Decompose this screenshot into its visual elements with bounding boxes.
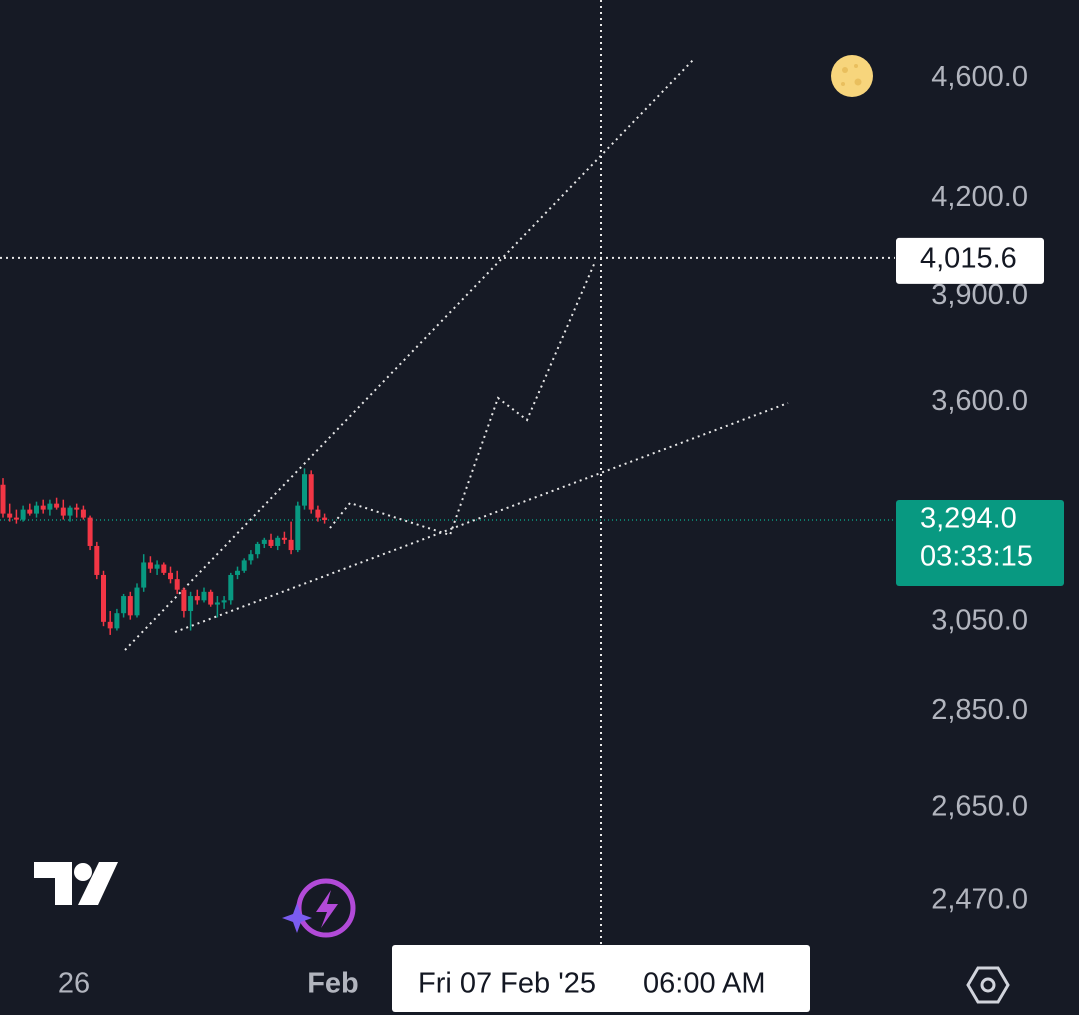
candle-body: [235, 570, 240, 575]
x-tick-label: 26: [58, 968, 90, 1000]
candle-body: [181, 589, 187, 612]
y-tick-label: 2,470.0: [931, 884, 1028, 916]
lightning-icon: [282, 878, 356, 938]
y-tick-label: 4,200.0: [931, 181, 1028, 213]
candle-body: [161, 564, 167, 573]
candle-body: [154, 564, 160, 569]
candle-body: [7, 513, 13, 518]
candle-body: [302, 474, 307, 506]
candle-body: [281, 537, 287, 540]
candle-body: [127, 596, 133, 616]
candle-body: [221, 600, 227, 603]
candle-body: [275, 537, 281, 546]
crosshair-price-box: [896, 237, 1044, 284]
candle-body: [168, 572, 173, 580]
candle-body: [241, 560, 247, 571]
candle-body: [322, 517, 328, 521]
trend-line: [124, 59, 694, 651]
candle-body: [87, 517, 93, 546]
candle-body: [147, 562, 153, 569]
candle-body: [228, 574, 234, 601]
settings-icon[interactable]: [966, 966, 1010, 1004]
candle-body: [141, 562, 147, 588]
y-tick-label: 4,600.0: [931, 61, 1028, 93]
candle-body: [308, 474, 314, 510]
candle-body: [54, 503, 60, 508]
candle-body: [248, 554, 254, 561]
candle-body: [80, 509, 86, 518]
candle-body: [208, 591, 214, 605]
candle-body: [114, 613, 120, 629]
crosshair-date: Fri 07 Feb '25: [418, 968, 596, 1000]
y-tick-label: 3,900.0: [931, 279, 1028, 311]
candle-body: [194, 596, 200, 601]
y-tick-label: 3,050.0: [931, 604, 1028, 636]
y-tick-label: 2,650.0: [931, 790, 1028, 822]
candle-body: [134, 587, 140, 616]
candle-body: [67, 507, 73, 516]
candle-body: [268, 539, 274, 546]
candle-body: [261, 539, 267, 544]
date-label-box: [392, 945, 810, 1012]
candle-body: [295, 505, 301, 551]
last-price-label: 3,294.0: [920, 503, 1017, 535]
countdown-label: 03:33:15: [920, 541, 1033, 573]
y-tick-label: 3,600.0: [931, 385, 1028, 417]
y-tick-label: 2,850.0: [931, 694, 1028, 726]
candle-body: [13, 517, 19, 520]
candle-body: [315, 509, 321, 518]
tv-logo: [34, 862, 118, 905]
candle-body: [101, 574, 106, 622]
candle-body: [107, 621, 113, 629]
candle-body: [121, 596, 127, 614]
candle-body: [74, 507, 80, 510]
trend-line: [174, 402, 789, 633]
candle-body: [214, 602, 220, 605]
candle-body: [40, 505, 46, 510]
candle-body: [27, 509, 33, 514]
moon-icon: [831, 55, 873, 97]
candle-body: [94, 545, 100, 575]
candle-body: [34, 505, 39, 514]
x-tick-label: Feb: [307, 968, 359, 1000]
candle-body: [60, 507, 66, 516]
drawings: [124, 0, 789, 945]
candle-body: [255, 543, 261, 555]
last-price-box: [896, 500, 1064, 587]
candle-body: [47, 503, 53, 510]
crosshair-price-label: 4,015.6: [920, 243, 1017, 275]
candle-body: [0, 484, 6, 514]
candle-body: [174, 579, 180, 590]
candle-body: [188, 596, 194, 612]
candle-body: [20, 509, 26, 520]
crosshair-time: 06:00 AM: [643, 968, 766, 1000]
candle-body: [288, 539, 294, 551]
candle-body: [201, 591, 207, 601]
